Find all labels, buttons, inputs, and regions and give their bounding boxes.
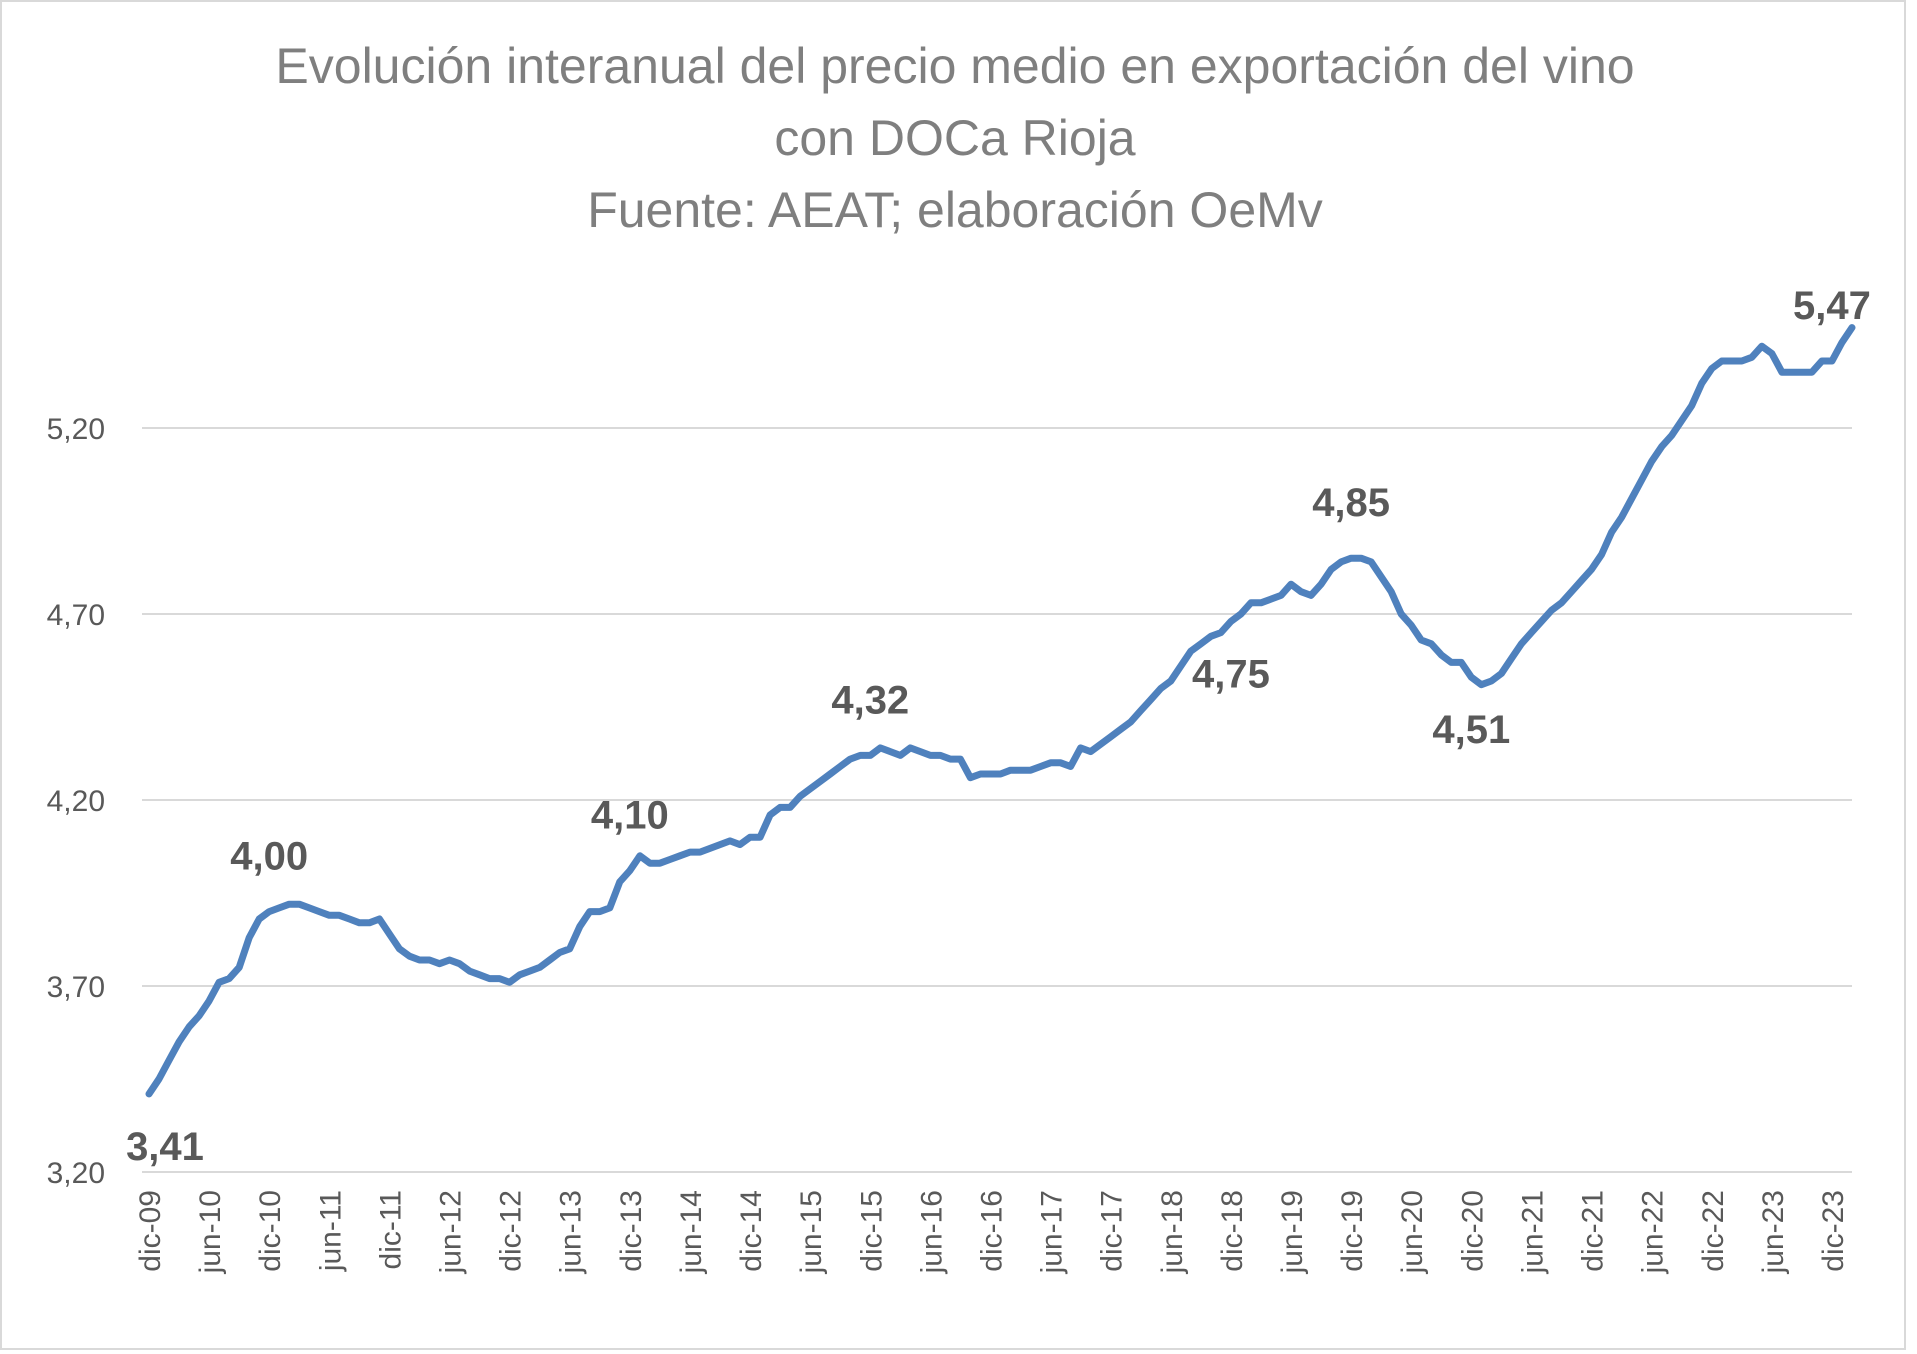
chart-title: Evolución interanual del precio medio en… <box>2 30 1908 246</box>
x-tick-label: dic-11 <box>374 1190 407 1269</box>
x-tick-label: dic-12 <box>495 1190 528 1272</box>
x-tick-label: jun-19 <box>1276 1190 1309 1274</box>
x-tick-label: jun-23 <box>1757 1190 1790 1274</box>
data-label: 3,41 <box>126 1125 204 1169</box>
chart-title-line-1: Evolución interanual del precio medio en… <box>275 38 1635 94</box>
x-tick-label: dic-14 <box>735 1190 768 1272</box>
data-label: 4,51 <box>1432 708 1510 752</box>
y-axis-tick-labels: 3,20 3,70 4,20 4,70 5,20 <box>47 413 105 1190</box>
x-tick-label: jun-11 <box>314 1190 347 1272</box>
x-tick-label: jun-17 <box>1036 1190 1069 1274</box>
x-tick-label: dic-20 <box>1456 1190 1489 1272</box>
x-tick-label: dic-16 <box>975 1190 1008 1272</box>
x-tick-label: jun-22 <box>1637 1190 1670 1274</box>
chart-title-line-2: con DOCa Rioja <box>774 110 1136 166</box>
x-tick-label: dic-22 <box>1697 1190 1730 1272</box>
series-layer <box>145 324 1856 1098</box>
x-tick-label: dic-09 <box>134 1190 167 1272</box>
series-line <box>145 324 1856 1098</box>
x-tick-label: jun-21 <box>1516 1190 1549 1274</box>
x-tick-label: jun-13 <box>555 1190 588 1274</box>
x-axis-tick-labels: dic-09 jun-10 dic-10 jun-11 dic-11 jun-12 dic-… <box>134 1190 1850 1274</box>
x-tick-label: dic-17 <box>1096 1190 1129 1272</box>
data-label: 4,10 <box>591 794 669 838</box>
x-tick-label: jun-15 <box>795 1190 828 1274</box>
gridlines <box>142 427 1852 1173</box>
chart-title-line-3: Fuente: AEAT; elaboración OeMv <box>587 182 1323 238</box>
data-label: 4,00 <box>230 835 308 879</box>
data-label: 4,75 <box>1192 652 1270 696</box>
x-tick-label: jun-10 <box>194 1190 227 1274</box>
x-tick-label: dic-15 <box>855 1190 888 1272</box>
x-tick-label: jun-14 <box>675 1190 708 1274</box>
y-tick-label: 4,20 <box>47 785 105 818</box>
y-tick-label: 5,20 <box>47 413 105 446</box>
x-tick-label: dic-10 <box>254 1190 287 1272</box>
data-label: 4,32 <box>831 678 909 722</box>
y-tick-label: 4,70 <box>47 599 105 632</box>
data-label: 5,47 <box>1793 284 1871 328</box>
x-tick-label: jun-12 <box>435 1190 468 1274</box>
x-tick-label: dic-19 <box>1336 1190 1369 1272</box>
x-tick-label: dic-23 <box>1817 1190 1850 1272</box>
x-tick-label: jun-20 <box>1396 1190 1429 1274</box>
x-tick-label: jun-16 <box>915 1190 948 1274</box>
x-tick-label: jun-18 <box>1156 1190 1189 1274</box>
data-labels: 3,41 4,00 4,10 4,32 4,75 4,85 4,51 5,47 <box>126 284 1871 1169</box>
y-tick-label: 3,20 <box>47 1157 105 1190</box>
x-tick-label: dic-18 <box>1216 1190 1249 1272</box>
x-tick-label: dic-21 <box>1577 1190 1610 1272</box>
y-tick-label: 3,70 <box>47 971 105 1004</box>
data-label: 4,85 <box>1312 481 1390 525</box>
x-tick-label: dic-13 <box>615 1190 648 1272</box>
